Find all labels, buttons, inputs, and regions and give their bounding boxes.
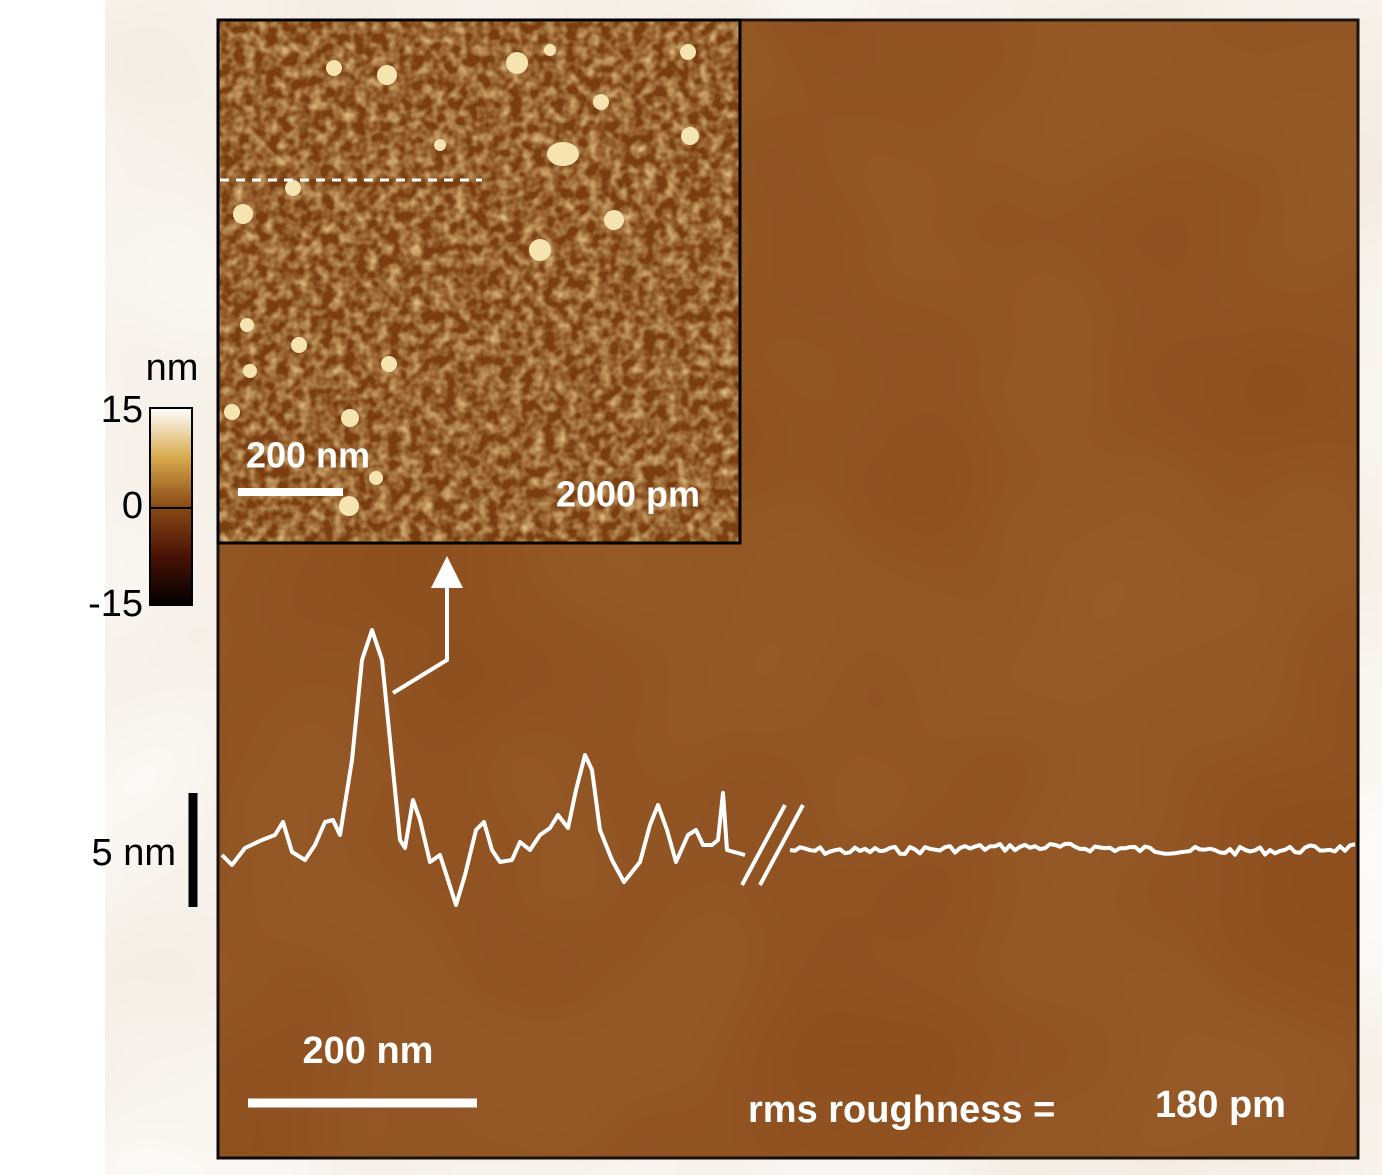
- colorbar-tick: -15: [88, 583, 143, 625]
- inset-z-range: 2000 pm: [556, 474, 700, 515]
- colorbar-tick: 15: [101, 389, 143, 431]
- page: 200 nm 2000 pm nm 15 0 -15 5 nm 200 nm r…: [0, 0, 1382, 1175]
- colorbar-scale: [150, 408, 192, 605]
- profile-scale-label: 5 nm: [92, 832, 176, 874]
- colorbar-tick: 0: [122, 485, 143, 527]
- figure: 200 nm 2000 pm nm 15 0 -15 5 nm 200 nm r…: [0, 0, 1382, 1175]
- inset: 200 nm 2000 pm: [218, 20, 740, 543]
- colorbar-unit: nm: [146, 347, 199, 389]
- roughness-label: rms roughness =: [748, 1089, 1055, 1131]
- colorbar: nm 15 0 -15: [88, 347, 198, 625]
- inset-scale-label: 200 nm: [246, 435, 370, 476]
- roughness-value: 180 pm: [1155, 1084, 1286, 1126]
- main-scale-label: 200 nm: [303, 1030, 434, 1072]
